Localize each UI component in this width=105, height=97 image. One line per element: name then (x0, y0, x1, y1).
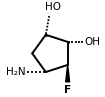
Text: H₂N: H₂N (6, 67, 25, 77)
Polygon shape (66, 65, 70, 82)
Text: F: F (64, 85, 71, 95)
Text: HO: HO (45, 2, 61, 12)
Text: OH: OH (85, 37, 101, 47)
